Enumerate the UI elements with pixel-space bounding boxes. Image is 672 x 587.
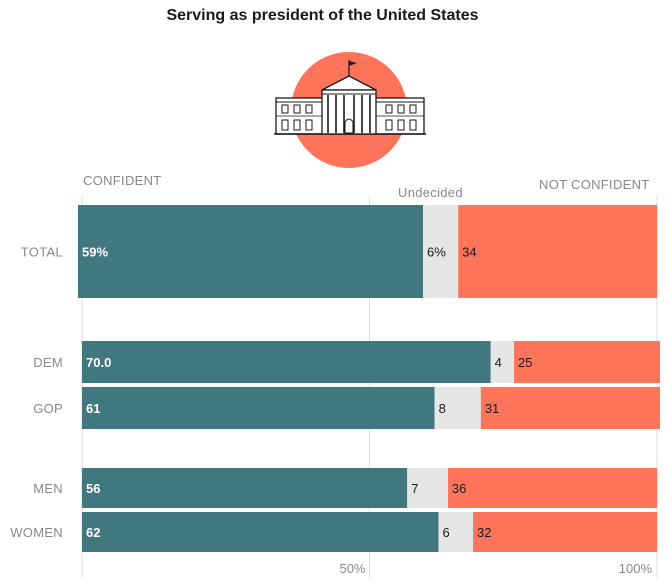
bar-women-undecided	[438, 512, 473, 552]
white-house-icon	[274, 52, 426, 168]
category-label-dem: DEM	[33, 355, 63, 370]
data-label-gop-undecided: 8	[439, 401, 446, 416]
data-label-total-not-confident: 34	[462, 245, 476, 260]
bar-gop-not-confident	[480, 387, 660, 429]
header-confident: CONFIDENT	[83, 173, 162, 188]
data-label-gop-not-confident: 31	[485, 401, 499, 416]
data-label-women-not-confident: 32	[477, 525, 491, 540]
data-label-gop-confident: 61	[86, 401, 100, 416]
data-label-women-undecided: 6	[443, 525, 450, 540]
data-label-men-confident: 56	[86, 481, 100, 496]
data-label-total-undecided: 6%	[427, 245, 446, 260]
header-undecided: Undecided	[398, 185, 463, 200]
bar-dem-undecided	[490, 341, 515, 383]
bar-dem-confident	[82, 341, 491, 383]
bar-total-undecided	[423, 205, 459, 298]
bar-men-undecided	[407, 468, 448, 508]
category-label-men: MEN	[33, 481, 63, 496]
data-label-total-confident: 59%	[82, 245, 108, 260]
bar-total-not-confident	[458, 205, 657, 298]
data-label-dem-confident: 70.0	[86, 355, 111, 370]
category-label-gop: GOP	[33, 401, 63, 416]
data-label-men-undecided: 7	[411, 481, 418, 496]
bar-gop-confident	[82, 387, 435, 429]
data-label-dem-undecided: 4	[495, 355, 502, 370]
bar-men-not-confident	[447, 468, 657, 508]
header-not-confident: NOT CONFIDENT	[539, 177, 650, 192]
bar-women-not-confident	[473, 512, 657, 552]
data-label-men-not-confident: 36	[452, 481, 466, 496]
chart-title: Serving as president of the United State…	[166, 7, 479, 24]
bar-total-confident	[78, 205, 424, 298]
data-label-women-confident: 62	[86, 525, 100, 540]
x-tick-label-100: 100%	[619, 561, 653, 576]
x-tick-label-50: 50%	[339, 561, 365, 576]
bar-gop-undecided	[434, 387, 481, 429]
category-label-total: TOTAL	[21, 245, 63, 260]
data-label-dem-not-confident: 25	[518, 355, 532, 370]
bar-women-confident	[82, 512, 439, 552]
bar-dem-not-confident	[514, 341, 660, 383]
bar-men-confident	[82, 468, 408, 508]
category-label-women: WOMEN	[10, 525, 63, 540]
